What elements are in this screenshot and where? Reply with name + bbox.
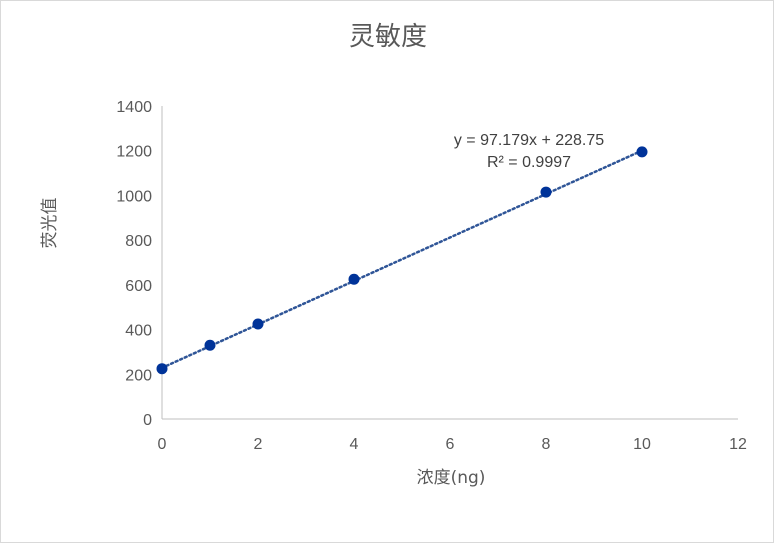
trendline-equation: y = 97.179x + 228.75: [454, 132, 604, 149]
data-point: [636, 146, 648, 158]
x-axis-title: 浓度(ng): [417, 468, 486, 488]
y-tick-labels: 0 200 400 600 800 1000 1200 1400: [116, 99, 152, 429]
trendline-group: [160, 149, 644, 370]
y-tick-label: 600: [125, 278, 152, 295]
y-tick-label: 0: [143, 412, 152, 429]
x-tick-label: 6: [446, 436, 455, 453]
x-tick-label: 2: [254, 436, 263, 453]
y-tick-label: 200: [125, 367, 152, 384]
data-point: [348, 273, 360, 285]
y-tick-label: 1000: [116, 188, 152, 205]
x-tick-label: 0: [158, 436, 167, 453]
data-point: [156, 363, 168, 375]
y-tick-label: 800: [125, 233, 152, 250]
x-tick-label: 4: [350, 436, 359, 453]
data-point: [252, 318, 264, 330]
x-tick-labels: 0 2 4 6 8 10 12: [158, 436, 747, 453]
data-point: [204, 339, 216, 351]
trendline-r-squared: R² = 0.9997: [487, 154, 571, 171]
data-points: [156, 146, 648, 375]
y-tick-label: 400: [125, 323, 152, 340]
x-tick-label: 8: [542, 436, 551, 453]
x-tick-label: 12: [729, 436, 747, 453]
trendline: [160, 149, 644, 370]
x-tick-label: 10: [633, 436, 651, 453]
y-axis-title: 荧光值: [40, 198, 60, 249]
y-tick-label: 1200: [116, 144, 152, 161]
y-tick-label: 1400: [116, 99, 152, 116]
chart-title: 灵敏度: [349, 22, 427, 52]
data-point: [540, 186, 552, 198]
